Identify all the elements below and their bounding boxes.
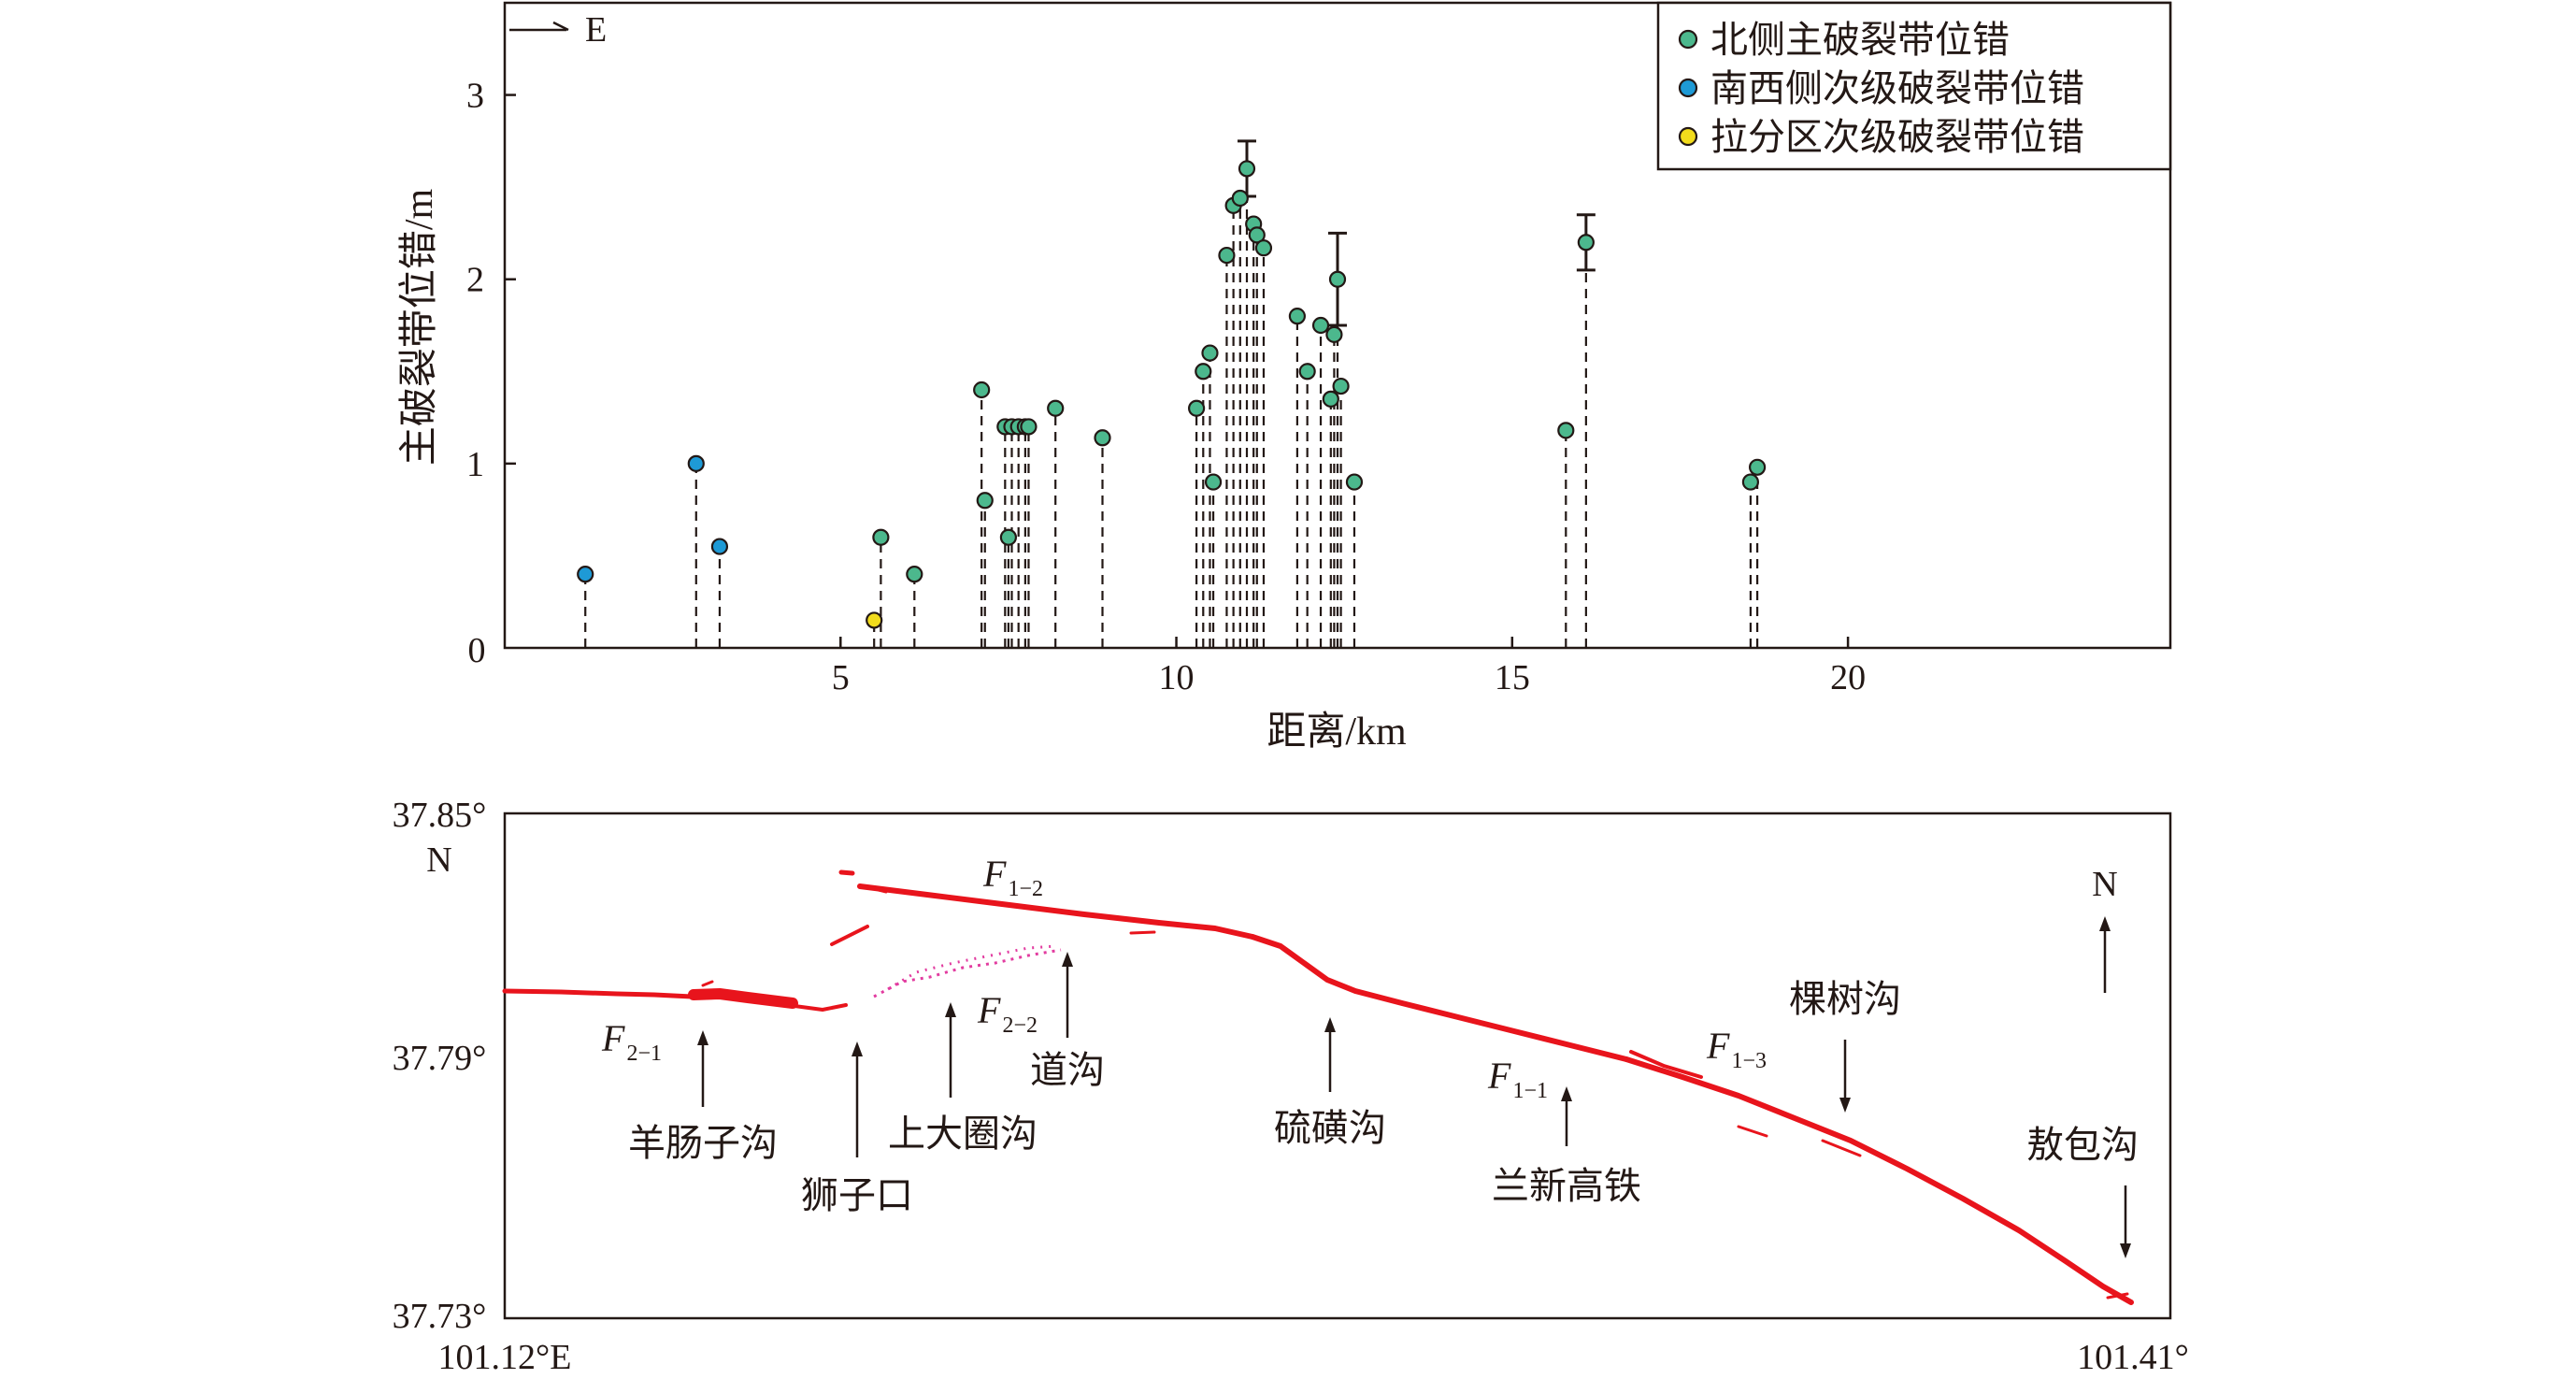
- lat-north-label: N: [426, 840, 451, 880]
- data-point-series-1: [687, 454, 705, 472]
- data-point-series-0: [1322, 390, 1339, 408]
- fault-trace-f1-3: [1624, 1050, 2134, 1305]
- east-arrow-icon: [509, 21, 569, 32]
- fault-label-f2-2: F2−2: [977, 989, 1038, 1038]
- place-aobaogou: 敖包沟: [2026, 1124, 2139, 1166]
- fault-label-f1-3: F1−3: [1706, 1025, 1767, 1073]
- x-ticks: 5 10 15 20: [832, 637, 1866, 697]
- lat-top-label: 37.85°: [393, 796, 487, 835]
- arrow-icon-aobaogou: [2120, 1185, 2131, 1258]
- data-point-series-0: [1298, 363, 1316, 381]
- error-bars: [1237, 139, 1596, 327]
- data-point-series-0: [1047, 399, 1065, 417]
- legend: 北侧主破裂带位错 南西侧次级破裂带位错 拉分区次级破裂带位错: [1656, 1, 2172, 171]
- data-point-series-0: [999, 528, 1018, 546]
- x-tick-label: 5: [832, 658, 850, 697]
- arrow-icon-liuhuanggou: [1324, 1017, 1336, 1092]
- data-point-series-0: [1345, 473, 1364, 491]
- place-arrows: [697, 952, 2131, 1258]
- points: [577, 160, 1767, 629]
- lon-right-label: 101.41°: [2077, 1338, 2189, 1374]
- data-point-series-0: [1248, 226, 1266, 244]
- data-point-series-0: [1188, 399, 1206, 417]
- legend-marker-pullapart: [1678, 126, 1698, 147]
- data-point-series-0: [1288, 308, 1306, 325]
- direction-label: E: [585, 10, 607, 50]
- fault-map: 37.85° N 37.79° 37.73° 101.12°E 101.41° …: [393, 796, 2189, 1377]
- data-point-series-1: [577, 566, 594, 583]
- arrow-icon-shangdaquangou: [945, 1002, 956, 1098]
- lat-mid-label: 37.79°: [393, 1039, 487, 1078]
- lon-left-label: 101.12°E: [438, 1338, 572, 1374]
- lat-bottom-label: 37.73°: [393, 1297, 487, 1336]
- data-point-series-0: [1094, 429, 1111, 447]
- north-arrow-label: N: [2092, 865, 2117, 904]
- data-point-series-0: [1325, 325, 1343, 343]
- fault-label-f1-1: F1−1: [1487, 1055, 1548, 1103]
- place-yangchangzigou: 羊肠子沟: [628, 1122, 778, 1164]
- arrow-icon-shizikou: [852, 1041, 863, 1157]
- map-frame: [503, 812, 2172, 1320]
- fault-trace-f2-1: [502, 980, 848, 1012]
- y-tick-label: 3: [466, 77, 484, 116]
- data-point-series-0: [973, 381, 991, 399]
- data-point-series-0: [1577, 234, 1595, 251]
- data-point-series-2: [866, 611, 883, 629]
- data-point-series-0: [1328, 270, 1347, 288]
- y-axis-label: 主破裂带位错/m: [397, 189, 441, 467]
- data-point-series-0: [1231, 189, 1249, 208]
- data-point-series-0: [1195, 363, 1212, 381]
- place-names: 羊肠子沟 狮子口 上大圈沟 道沟 硫磺沟 兰新高铁 棵树沟 敖包沟: [628, 978, 2139, 1216]
- data-point-series-0: [1557, 422, 1575, 439]
- arrow-icon-yangchangzigou: [697, 1030, 708, 1107]
- y-ticks: 1 2 3: [466, 77, 516, 484]
- legend-marker-north: [1678, 29, 1698, 50]
- north-arrow-icon: [2099, 916, 2111, 993]
- arrow-icon-lanxin-railway: [1561, 1086, 1572, 1146]
- data-point-series-0: [872, 528, 890, 546]
- place-shangdaquangou: 上大圈沟: [888, 1113, 1038, 1155]
- x-tick-label: 20: [1830, 658, 1866, 697]
- data-point-series-0: [976, 492, 994, 510]
- origin-label: 0: [468, 631, 486, 670]
- legend-label-pullapart: 拉分区次级破裂带位错: [1710, 116, 2084, 158]
- x-tick-label: 10: [1159, 658, 1195, 697]
- data-point-series-0: [1741, 473, 1760, 491]
- place-shizikou: 狮子口: [801, 1174, 913, 1216]
- legend-marker-southwest: [1678, 78, 1698, 98]
- data-point-series-0: [1238, 160, 1256, 178]
- data-point-series-0: [1204, 473, 1223, 491]
- x-tick-label: 15: [1495, 658, 1530, 697]
- legend-box: [1656, 1, 2172, 171]
- slip-chart: E 0 1 2 3 5 10 15 20 距离/km 主破裂带位错/m 北侧主破裂带位错 …: [397, 1, 2172, 754]
- data-point-series-0: [1311, 316, 1330, 335]
- place-daogou: 道沟: [1030, 1049, 1105, 1091]
- data-point-series-0: [1218, 246, 1236, 265]
- legend-label-southwest: 南西侧次级破裂带位错: [1710, 67, 2084, 109]
- fault-label-f2-1: F2−1: [601, 1017, 662, 1066]
- fault-label-f1-2: F1−2: [982, 853, 1043, 901]
- arrow-icon-keshugou: [1839, 1040, 1851, 1113]
- place-keshugou: 棵树沟: [1789, 978, 1901, 1020]
- data-point-series-0: [1020, 418, 1038, 436]
- place-lanxin-railway: 兰新高铁: [1492, 1165, 1641, 1207]
- data-point-series-0: [1748, 458, 1767, 476]
- y-tick-label: 2: [466, 261, 484, 300]
- fault-trace-f1-2: [830, 869, 1629, 1062]
- y-tick-label: 1: [466, 445, 484, 484]
- arrow-icon-daogou: [1062, 952, 1073, 1038]
- place-liuhuanggou: 硫磺沟: [1274, 1107, 1386, 1149]
- fault-labels: F1−2 F2−1 F2−2 F1−1 F1−3: [601, 853, 1767, 1103]
- fault-trace-f2-2: [873, 944, 1062, 998]
- data-point-series-0: [1332, 377, 1350, 395]
- data-point-series-1: [710, 538, 729, 555]
- data-point-series-0: [1254, 239, 1273, 257]
- data-point-series-0: [1201, 344, 1219, 362]
- data-point-series-0: [906, 566, 923, 583]
- legend-label-north: 北侧主破裂带位错: [1710, 19, 2010, 61]
- x-axis-label: 距离/km: [1267, 710, 1407, 754]
